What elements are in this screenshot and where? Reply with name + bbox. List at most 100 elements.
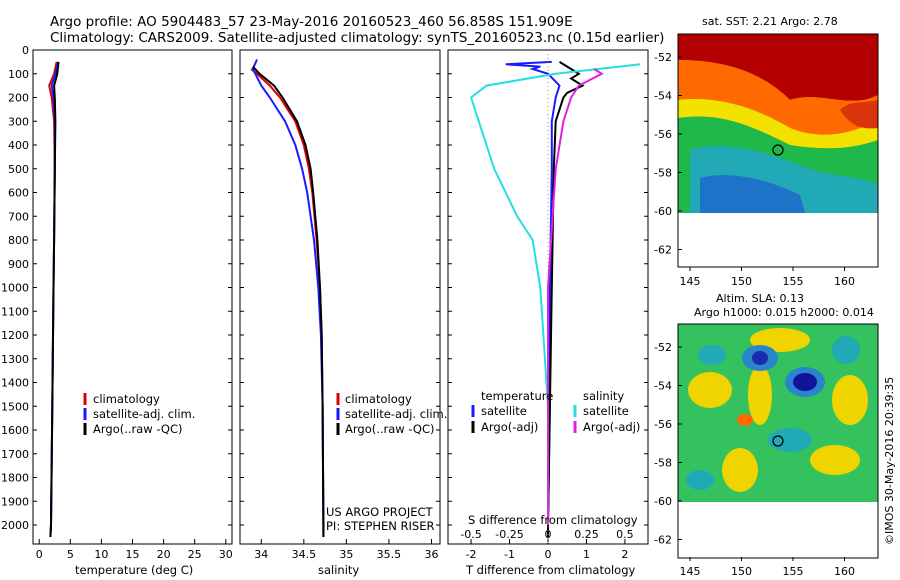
temp-xlabel: temperature (deg C) <box>75 563 193 577</box>
diff-series-salinity-argo-adj <box>547 68 604 525</box>
diff-legend-temp-title: temperature <box>481 389 553 403</box>
temp-x-tick-label: 25 <box>188 548 202 561</box>
temp-x-tick-label: 30 <box>219 548 233 561</box>
sal-series-argo-raw-qc <box>252 65 325 537</box>
sal-legend-clim-label: climatology <box>345 392 412 406</box>
depth-tick-label: 1400 <box>1 377 29 390</box>
map-x-tick-label: 150 <box>731 275 752 288</box>
map-y-tick-label: -58 <box>654 457 672 470</box>
sal-x-tick-label: 35 <box>339 548 353 561</box>
diff-x-tick-label: -2 <box>466 548 477 561</box>
map-y-tick-label: -54 <box>654 90 672 103</box>
diff-top-tick-label: -0.25 <box>495 528 523 541</box>
depth-tick-label: 1300 <box>1 353 29 366</box>
diff-legend-tsat-label: satellite <box>481 404 527 418</box>
depth-tick-label: 200 <box>8 92 29 105</box>
sla-map <box>677 323 879 559</box>
map-y-tick-label: -60 <box>654 205 672 218</box>
map-x-tick-label: 155 <box>783 565 804 578</box>
depth-tick-label: 1200 <box>1 329 29 342</box>
sla-argo-marker <box>772 435 784 447</box>
depth-tick-label: 1800 <box>1 472 29 485</box>
depth-tick-label: 600 <box>8 187 29 200</box>
depth-tick-label: 100 <box>8 68 29 81</box>
imos-timestamp: ©IMOS 30-May-2016 20:39:35 <box>883 376 896 545</box>
map-y-tick-label: -58 <box>654 167 672 180</box>
title-line-1: Argo profile: AO 5904483_57 23-May-2016 … <box>50 14 573 30</box>
diff-x-tick-label: 0 <box>545 548 552 561</box>
depth-tick-label: 1700 <box>1 448 29 461</box>
map-y-tick-label: -52 <box>654 51 672 64</box>
temp-x-tick-label: 0 <box>36 548 43 561</box>
temp-x-tick-label: 20 <box>157 548 171 561</box>
sal-x-tick-label: 34 <box>254 548 268 561</box>
temp-legend-clim-label: climatology <box>93 392 160 406</box>
depth-tick-label: 1900 <box>1 495 29 508</box>
sst-map <box>677 33 879 268</box>
map-y-tick-label: -54 <box>654 380 672 393</box>
depth-tick-label: 1000 <box>1 282 29 295</box>
temperature-panel <box>32 49 233 545</box>
diff-legend-targo-label: Argo(-adj) <box>481 420 538 434</box>
diff-top-tick-label: 0.5 <box>616 528 634 541</box>
depth-tick-label: 300 <box>8 115 29 128</box>
diff-top-axis-label: S difference from climatology <box>468 513 638 527</box>
temp-x-tick-label: 15 <box>126 548 140 561</box>
map-y-tick-label: -60 <box>654 495 672 508</box>
depth-tick-label: 1600 <box>1 424 29 437</box>
depth-tick-label: 2000 <box>1 519 29 532</box>
map-y-tick-label: -56 <box>654 128 672 141</box>
sal-series-climatology <box>250 68 325 537</box>
temp-x-tick-label: 5 <box>67 548 74 561</box>
depth-tick-label: 1100 <box>1 305 29 318</box>
sal-legend-argo-label: Argo(..raw -QC) <box>345 422 435 436</box>
map-y-tick-label: -56 <box>654 418 672 431</box>
sla-map-title-2: Argo h1000: 0.015 h2000: 0.014 <box>694 306 874 319</box>
map-x-tick-label: 160 <box>834 275 855 288</box>
depth-tick-label: 500 <box>8 163 29 176</box>
credit-line-2: PI: STEPHEN RISER <box>326 519 435 533</box>
diff-x-tick-label: 2 <box>621 548 628 561</box>
sal-legend-sat-label: satellite-adj. clim. <box>345 407 447 421</box>
diff-x-tick-label: 1 <box>583 548 590 561</box>
map-x-tick-label: 155 <box>783 275 804 288</box>
map-x-tick-label: 145 <box>680 275 701 288</box>
diff-top-tick-label: 0.25 <box>574 528 599 541</box>
depth-tick-label: 1500 <box>1 400 29 413</box>
sal-x-tick-label: 34.5 <box>292 548 317 561</box>
sal-x-tick-label: 35.5 <box>377 548 402 561</box>
diff-xlabel: T difference from climatology <box>465 563 636 577</box>
diff-legend-sal-title: salinity <box>583 389 624 403</box>
map-y-tick-label: -62 <box>654 534 672 547</box>
map-x-tick-label: 150 <box>731 565 752 578</box>
sal-series-satellite-adj-clim <box>251 59 325 537</box>
diff-top-tick-label: -0.5 <box>460 528 481 541</box>
diff-legend-sargo-label: Argo(-adj) <box>583 420 640 434</box>
depth-tick-label: 400 <box>8 139 29 152</box>
credit-line-1: US ARGO PROJECT <box>326 505 434 519</box>
depth-tick-label: 900 <box>8 258 29 271</box>
diff-legend-ssat-label: satellite <box>583 404 629 418</box>
depth-tick-label: 700 <box>8 210 29 223</box>
diff-x-tick-label: -1 <box>504 548 515 561</box>
map-y-tick-label: -62 <box>654 244 672 257</box>
temp-x-tick-label: 10 <box>94 548 108 561</box>
depth-tick-label: 0 <box>22 44 29 57</box>
title-line-2: Climatology: CARS2009. Satellite-adjuste… <box>50 30 665 46</box>
sst-argo-marker <box>772 144 784 156</box>
temp-series-argo-raw-qc <box>49 61 60 537</box>
map-x-tick-label: 145 <box>680 565 701 578</box>
sst-map-title: sat. SST: 2.21 Argo: 2.78 <box>702 15 838 28</box>
map-x-tick-label: 160 <box>834 565 855 578</box>
temp-legend-argo-label: Argo(..raw -QC) <box>93 422 183 436</box>
salinity-panel <box>239 49 441 545</box>
sla-map-title-1: Altim. SLA: 0.13 <box>716 292 805 305</box>
map-y-tick-label: -52 <box>654 341 672 354</box>
temp-legend-sat-label: satellite-adj. clim. <box>93 407 195 421</box>
sal-x-tick-label: 36 <box>424 548 438 561</box>
diff-series-salinity-satellite <box>469 63 641 525</box>
diff-series-temperature-argo-adj <box>547 61 585 537</box>
sal-xlabel: salinity <box>318 563 359 577</box>
depth-tick-label: 800 <box>8 234 29 247</box>
